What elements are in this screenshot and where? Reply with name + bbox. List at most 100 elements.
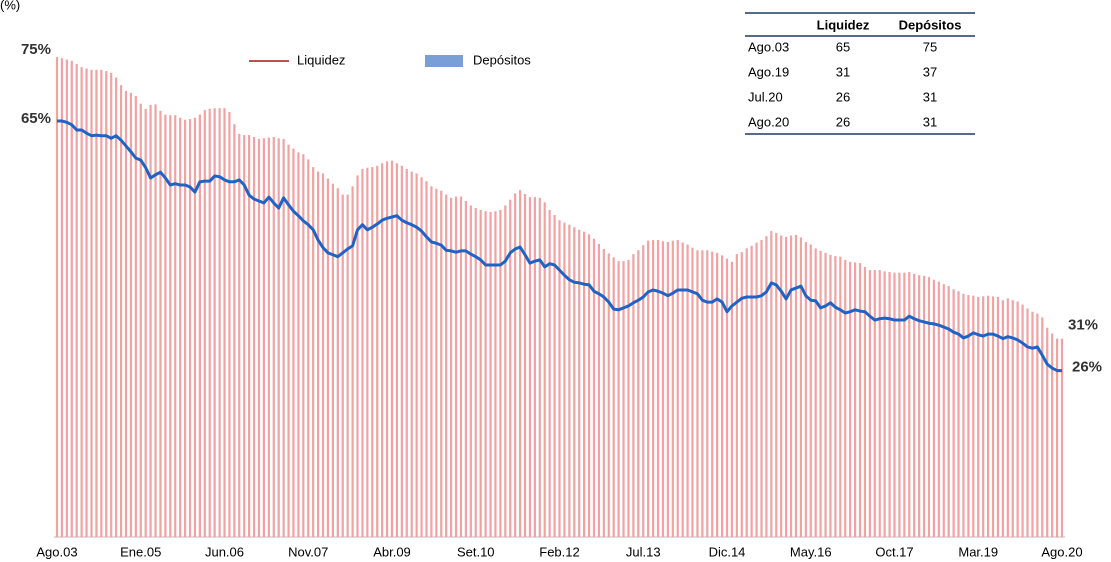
- bar: [494, 211, 497, 538]
- bar: [947, 286, 950, 537]
- bar: [341, 194, 344, 537]
- bar: [607, 253, 610, 538]
- bar: [149, 105, 152, 537]
- table-row-label: Ago.20: [748, 114, 789, 129]
- bar: [435, 188, 438, 537]
- bar: [346, 194, 349, 537]
- bar: [405, 169, 408, 537]
- bar: [942, 284, 945, 537]
- bar: [780, 235, 783, 537]
- bar: [583, 231, 586, 537]
- bar: [952, 289, 955, 537]
- bar: [336, 188, 339, 537]
- bar: [518, 190, 522, 537]
- bar: [602, 249, 605, 537]
- bar: [65, 59, 68, 538]
- bar: [967, 295, 970, 537]
- bar: [996, 297, 1000, 537]
- bar: [356, 175, 359, 537]
- bar: [711, 251, 714, 537]
- bar: [617, 261, 620, 537]
- bar: [366, 167, 369, 537]
- bar: [849, 261, 852, 537]
- bar: [671, 240, 674, 537]
- bar: [124, 90, 128, 538]
- bar: [1060, 338, 1064, 537]
- bar: [587, 234, 591, 537]
- table-header: Liquidez: [817, 17, 870, 32]
- bar: [80, 67, 83, 538]
- table-cell: 37: [923, 64, 937, 79]
- bar: [484, 211, 487, 538]
- annotation: 26%: [1072, 359, 1102, 376]
- bar: [504, 205, 507, 538]
- bar: [1041, 317, 1044, 537]
- annotation: 31%: [1068, 317, 1098, 334]
- bar: [169, 115, 172, 538]
- bar: [198, 114, 201, 537]
- bar: [420, 177, 423, 537]
- bar: [164, 114, 167, 537]
- bar: [982, 296, 985, 537]
- bar: [469, 205, 472, 538]
- table-cell: 31: [836, 64, 850, 79]
- bar: [745, 248, 748, 538]
- bar: [90, 69, 93, 538]
- bar: [922, 275, 926, 537]
- bar: [1006, 298, 1009, 537]
- bar: [267, 137, 270, 537]
- bar: [282, 138, 285, 538]
- x-tick-label: Abr.09: [373, 544, 411, 559]
- line: [57, 119, 1062, 373]
- bar: [287, 144, 290, 537]
- bar: [415, 173, 418, 538]
- bar: [740, 252, 743, 537]
- bar: [105, 71, 108, 537]
- bar: [913, 273, 916, 537]
- bar: [563, 222, 566, 537]
- bar: [385, 161, 389, 537]
- bar: [578, 229, 581, 538]
- table-row-label: Jul.20: [748, 89, 783, 104]
- bar: [903, 272, 906, 537]
- x-tick-label: Ago.20: [1041, 544, 1082, 559]
- annotation: 65%: [21, 110, 51, 127]
- bar: [514, 193, 517, 537]
- bar: [292, 148, 295, 537]
- bar: [991, 296, 995, 537]
- y-unit: (%): [0, 0, 20, 12]
- bar: [804, 241, 807, 537]
- bar: [706, 250, 709, 537]
- bar: [100, 69, 103, 538]
- bar: [129, 92, 132, 537]
- bar: [661, 241, 665, 537]
- bar: [228, 112, 231, 537]
- bar: [730, 261, 734, 537]
- bar: [809, 244, 812, 537]
- bar: [1001, 300, 1004, 537]
- bar: [642, 245, 645, 537]
- x-tick-label: Ene.05: [120, 544, 161, 559]
- bar: [450, 197, 453, 538]
- x-tick-label: Ago.03: [36, 544, 77, 559]
- bar: [656, 240, 660, 538]
- bar: [474, 208, 477, 538]
- bar: [410, 171, 413, 537]
- bar: [321, 173, 325, 538]
- table-cell: 31: [923, 89, 937, 104]
- bar: [302, 154, 305, 537]
- bar: [154, 104, 157, 538]
- bar: [829, 254, 832, 537]
- bar: [568, 224, 571, 537]
- legend-label: Liquidez: [297, 52, 345, 67]
- bar: [627, 259, 630, 537]
- bar: [785, 236, 788, 537]
- bar: [430, 186, 433, 537]
- bar: [789, 235, 793, 537]
- bar: [647, 240, 650, 537]
- bar: [252, 137, 256, 537]
- bar: [277, 138, 280, 537]
- bar: [371, 167, 374, 537]
- bar: [144, 108, 147, 537]
- bar: [612, 257, 615, 537]
